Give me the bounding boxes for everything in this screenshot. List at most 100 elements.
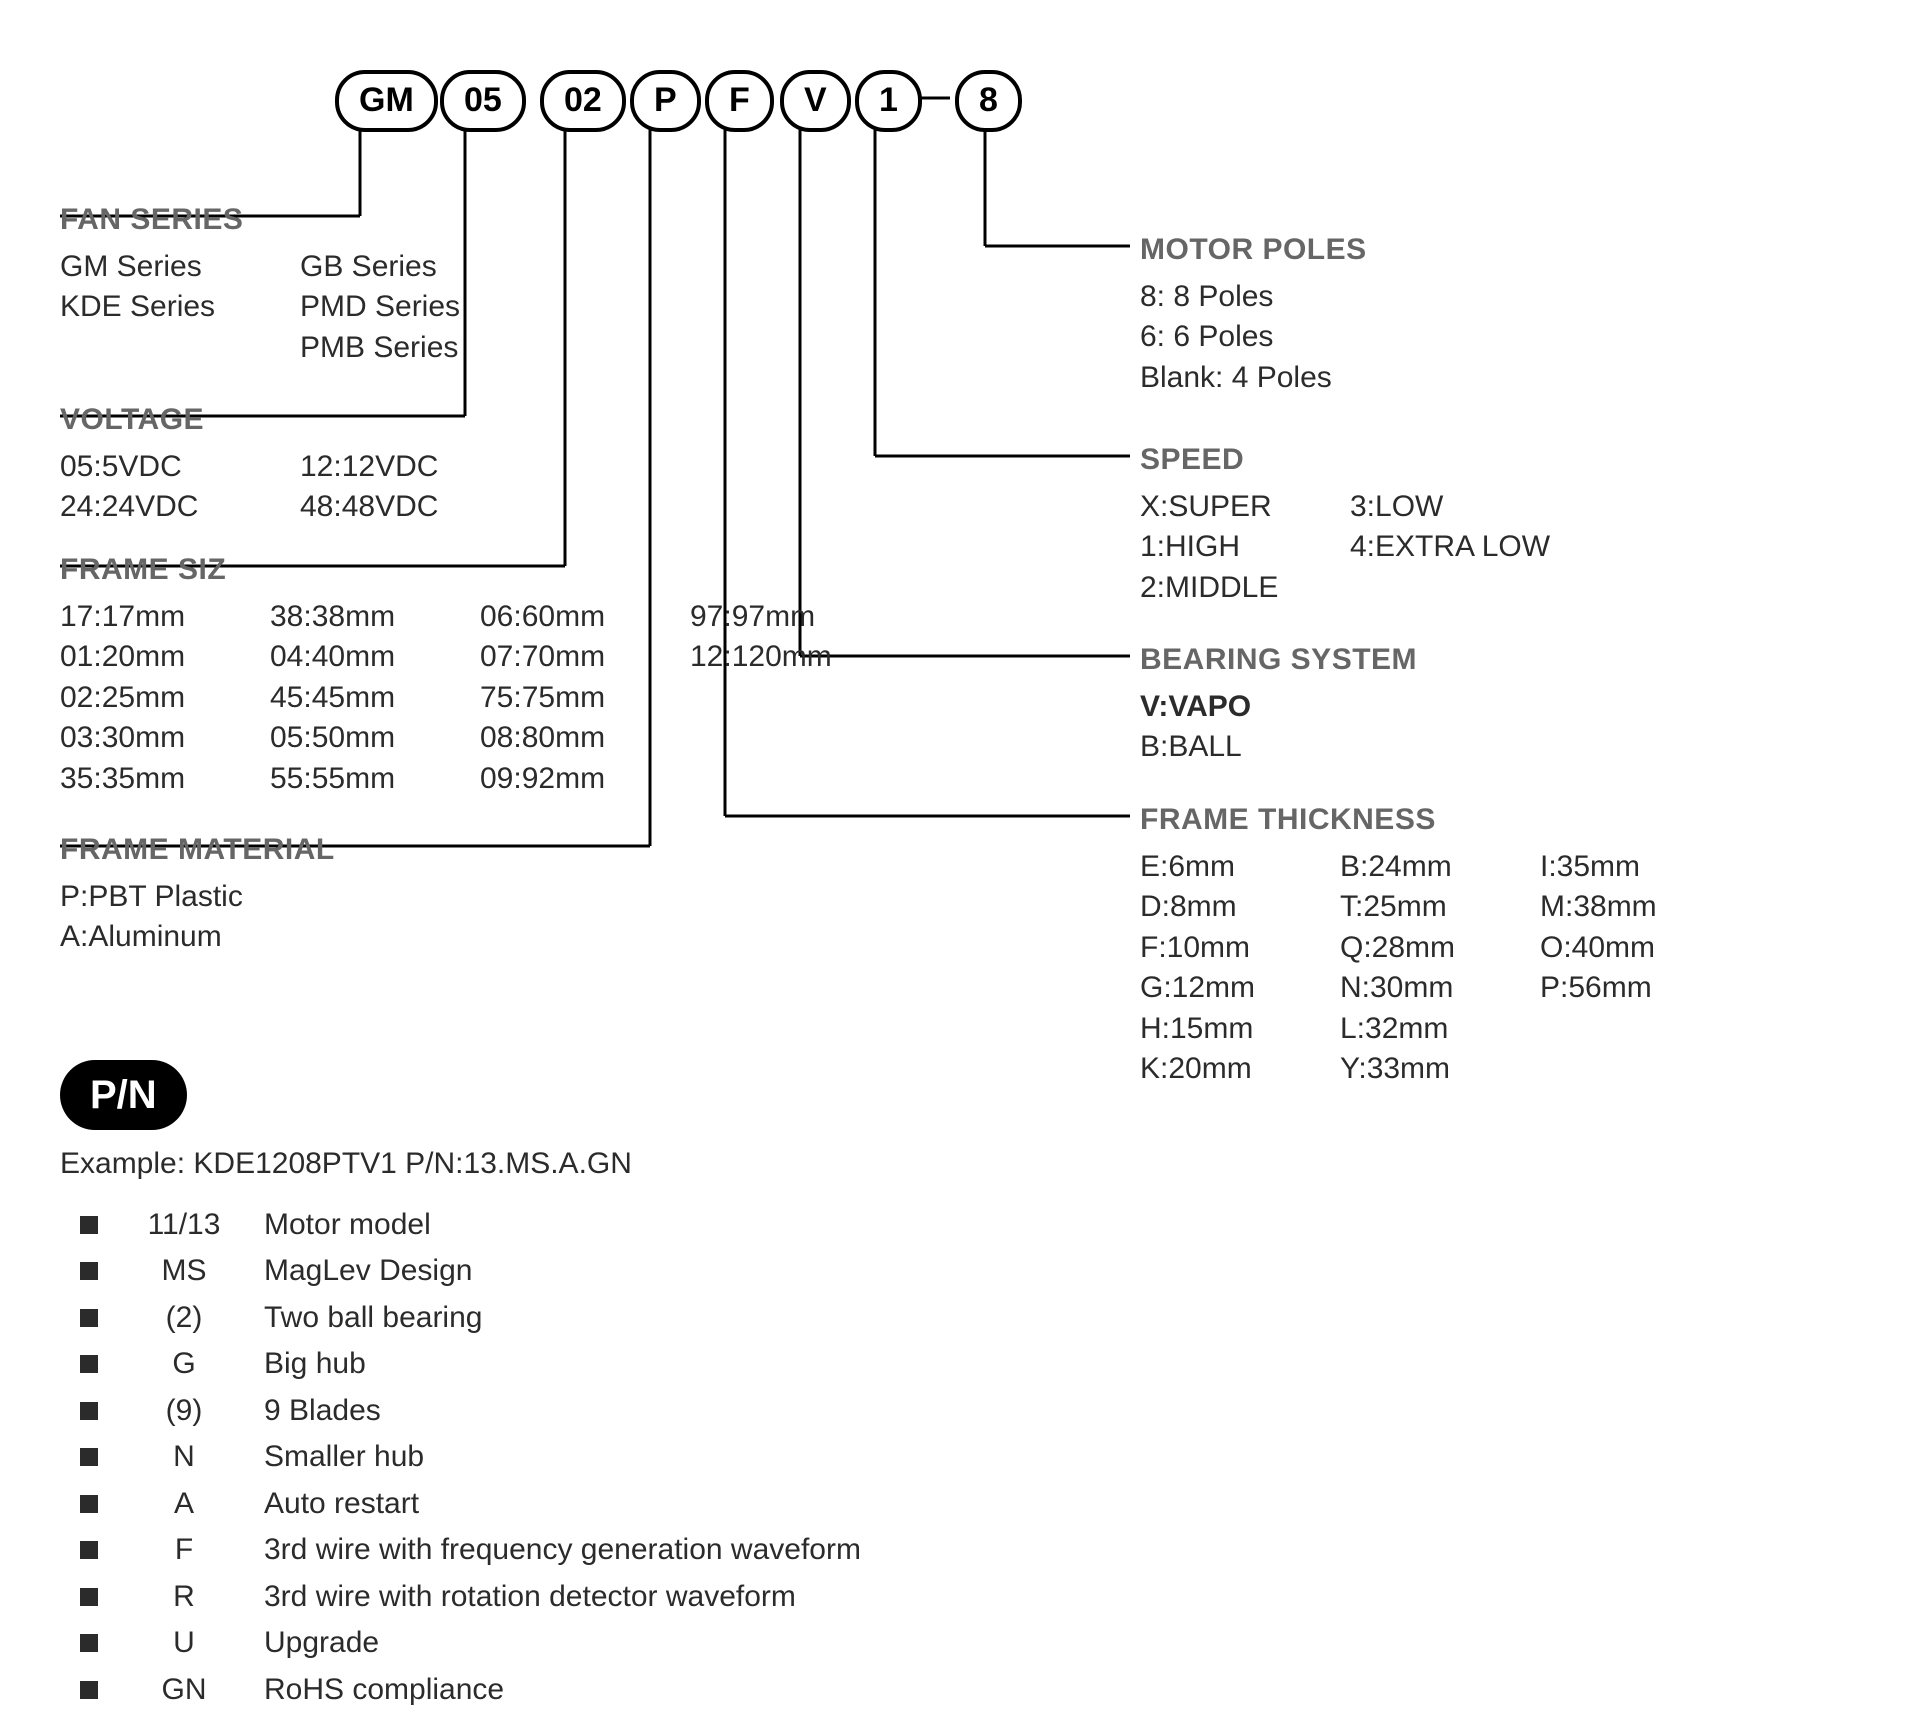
section-item: X:SUPER <box>1140 487 1310 528</box>
pn-code: U <box>124 1621 244 1666</box>
bullet-icon <box>62 1482 122 1527</box>
section-items: E:6mmB:24mmI:35mmD:8mmT:25mmM:38mmF:10mm… <box>1140 847 1700 1090</box>
section-item: I:35mm <box>1540 847 1700 888</box>
section-item: Blank: 4 Poles <box>1140 358 1440 399</box>
code-pill-7: 8 <box>955 70 1022 132</box>
section-item: 3:LOW <box>1350 487 1570 528</box>
code-pill-0: GM <box>335 70 438 132</box>
section-item <box>1540 1049 1700 1090</box>
section-item <box>1540 1009 1700 1050</box>
section-item: A:Aluminum <box>60 917 360 958</box>
section-item: 55:55mm <box>270 759 440 800</box>
section-block: MOTOR POLES 8: 8 Poles6: 6 PolesBlank: 4 … <box>1140 230 1440 398</box>
table-row: GNRoHS compliance <box>62 1668 879 1713</box>
pn-block: P/N Example: KDE1208PTV1 P/N:13.MS.A.GN 11… <box>60 1060 881 1714</box>
bullet-icon <box>62 1528 122 1573</box>
section-item: O:40mm <box>1540 928 1700 969</box>
section-block: SPEED X:SUPER 3:LOW 1:HIGH 4:EXTRA LOW 2:MIDD… <box>1140 440 1570 608</box>
section-item: PMD Series <box>300 287 500 328</box>
bullet-icon <box>62 1249 122 1294</box>
section-item: G:12mm <box>1140 968 1300 1009</box>
code-pill-6: 1 <box>855 70 922 132</box>
section-item: 38:38mm <box>270 597 440 638</box>
section-item <box>1350 568 1570 609</box>
pn-badge: P/N <box>60 1060 187 1130</box>
section-item: 12:12VDC <box>300 447 500 488</box>
section-item: Y:33mm <box>1340 1049 1500 1090</box>
section-items: 05:5VDC12:12VDC24:24VDC48:48VDC <box>60 447 500 528</box>
section-item: KDE Series <box>60 287 260 328</box>
bullet-icon <box>62 1621 122 1666</box>
section-item: 48:48VDC <box>300 487 500 528</box>
section-item: 04:40mm <box>270 637 440 678</box>
section-item: 03:30mm <box>60 718 230 759</box>
table-row: 11/13Motor model <box>62 1203 879 1248</box>
section-item: H:15mm <box>1140 1009 1300 1050</box>
section-items: X:SUPER 3:LOW 1:HIGH 4:EXTRA LOW 2:MIDDLE <box>1140 487 1570 609</box>
pn-code: G <box>124 1342 244 1387</box>
section-item: V:VAPO <box>1140 687 1440 728</box>
section-item: 01:20mm <box>60 637 230 678</box>
section-item: 97:97mm <box>690 597 860 638</box>
pn-desc: 3rd wire with rotation detector waveform <box>246 1575 879 1620</box>
section-item: N:30mm <box>1340 968 1500 1009</box>
section-title: FRAME THICKNESS <box>1140 800 1700 841</box>
section-item: 8: 8 Poles <box>1140 277 1440 318</box>
section-item: D:8mm <box>1140 887 1300 928</box>
section-item <box>690 718 860 759</box>
section-item: 02:25mm <box>60 678 230 719</box>
section-title: SPEED <box>1140 440 1570 481</box>
section-title: MOTOR POLES <box>1140 230 1440 271</box>
section-title: BEARING SYSTEM <box>1140 640 1440 681</box>
section-item: PMB Series <box>300 328 500 369</box>
bullet-icon <box>62 1389 122 1434</box>
pn-desc: 9 Blades <box>246 1389 879 1434</box>
pn-code: (9) <box>124 1389 244 1434</box>
bullet-icon <box>62 1668 122 1713</box>
section-items: P:PBT PlasticA:Aluminum <box>60 877 360 958</box>
section-item: GB Series <box>300 247 500 288</box>
pn-example: Example: KDE1208PTV1 P/N:13.MS.A.GN <box>60 1144 881 1185</box>
section-item: 4:EXTRA LOW <box>1350 527 1570 568</box>
table-row: F3rd wire with frequency generation wave… <box>62 1528 879 1573</box>
table-row: GBig hub <box>62 1342 879 1387</box>
section-item: 07:70mm <box>480 637 650 678</box>
pn-code: R <box>124 1575 244 1620</box>
bullet-icon <box>62 1203 122 1248</box>
pn-desc: Big hub <box>246 1342 879 1387</box>
table-row: R3rd wire with rotation detector wavefor… <box>62 1575 879 1620</box>
section-title: FRAME MATERIAL <box>60 830 360 871</box>
code-pill-5: V <box>780 70 851 132</box>
section-title: FAN SERIES <box>60 200 500 241</box>
pn-code: F <box>124 1528 244 1573</box>
pn-desc: Auto restart <box>246 1482 879 1527</box>
pn-desc: Upgrade <box>246 1621 879 1666</box>
section-block: FRAME MATERIAL P:PBT PlasticA:Aluminum <box>60 830 360 958</box>
pn-code: (2) <box>124 1296 244 1341</box>
section-item: GM Series <box>60 247 260 288</box>
pn-code: N <box>124 1435 244 1480</box>
section-item <box>690 759 860 800</box>
section-item: L:32mm <box>1340 1009 1500 1050</box>
section-item: 05:50mm <box>270 718 440 759</box>
section-item: 35:35mm <box>60 759 230 800</box>
table-row: MSMagLev Design <box>62 1249 879 1294</box>
section-items: 8: 8 Poles6: 6 PolesBlank: 4 Poles <box>1140 277 1440 399</box>
section-item: Q:28mm <box>1340 928 1500 969</box>
section-title: FRAME SIZ <box>60 550 860 591</box>
section-item: E:6mm <box>1140 847 1300 888</box>
table-row: (9)9 Blades <box>62 1389 879 1434</box>
pn-desc: MagLev Design <box>246 1249 879 1294</box>
section-item: K:20mm <box>1140 1049 1300 1090</box>
section-item: 2:MIDDLE <box>1140 568 1310 609</box>
bullet-icon <box>62 1575 122 1620</box>
section-title: VOLTAGE <box>60 400 500 441</box>
section-block: FRAME SIZ17:17mm38:38mm06:60mm97:97mm01:… <box>60 550 860 799</box>
section-item: 1:HIGH <box>1140 527 1310 568</box>
section-items: 17:17mm38:38mm06:60mm97:97mm01:20mm04:40… <box>60 597 860 800</box>
section-item: 12:120mm <box>690 637 860 678</box>
pn-code: MS <box>124 1249 244 1294</box>
pn-desc: Two ball bearing <box>246 1296 879 1341</box>
section-item: F:10mm <box>1140 928 1300 969</box>
code-pill-2: 02 <box>540 70 626 132</box>
